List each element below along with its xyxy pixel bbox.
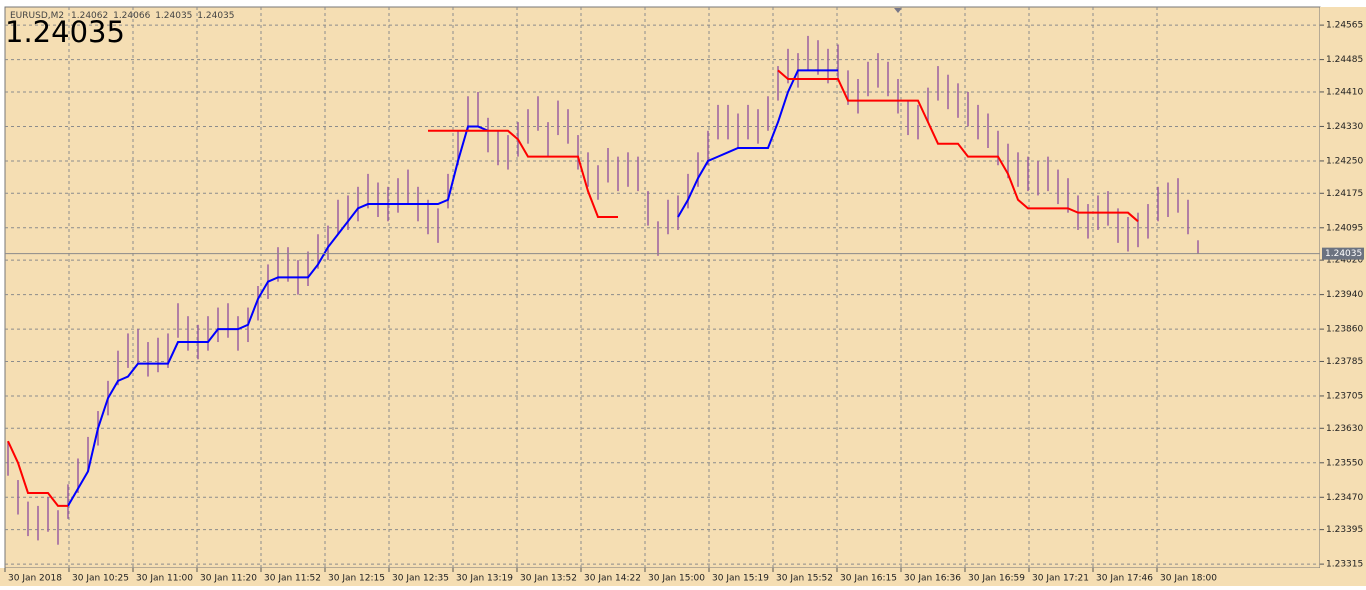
plot-area [4, 6, 1321, 569]
x-tick-label: 30 Jan 15:00 [648, 574, 705, 584]
x-tick-label: 30 Jan 17:46 [1096, 574, 1153, 584]
y-tick-label: 1.23315 [1326, 560, 1363, 570]
symbol: EURUSD,M2 [10, 11, 64, 21]
y-tick-label: 1.24330 [1326, 122, 1363, 132]
y-tick-label: 1.24250 [1326, 156, 1363, 166]
x-tick-label: 30 Jan 13:52 [520, 574, 577, 584]
close: 1.24035 [197, 11, 234, 21]
x-tick-label: 30 Jan 12:35 [392, 574, 449, 584]
x-tick-label: 30 Jan 16:15 [840, 574, 897, 584]
y-tick-label: 1.24410 [1326, 87, 1363, 97]
y-tick-label: 1.24175 [1326, 189, 1363, 199]
x-tick-label: 30 Jan 16:59 [968, 574, 1025, 584]
last-price-label: 1.24035 [1325, 249, 1362, 259]
bars [7, 35, 1199, 545]
price-axis [1320, 7, 1366, 568]
big-price: 1.24035 [5, 15, 125, 49]
step-line [7, 69, 1139, 507]
step-line [67, 69, 838, 507]
low: 1.24035 [155, 11, 192, 21]
x-tick-label: 30 Jan 10:25 [72, 574, 129, 584]
y-tick-label: 1.23470 [1326, 493, 1363, 503]
y-tick-label: 1.24565 [1326, 21, 1363, 31]
y-tick-label: 1.23630 [1326, 424, 1363, 434]
shift-marker [894, 8, 902, 13]
y-tick-label: 1.23550 [1326, 458, 1363, 468]
x-tick-label: 30 Jan 11:20 [200, 574, 257, 584]
x-tick-label: 30 Jan 18:00 [1160, 574, 1217, 584]
open: 1.24062 [71, 11, 108, 21]
y-tick-label: 1.24020 [1326, 256, 1363, 266]
y-tick-label: 1.24095 [1326, 223, 1363, 233]
x-tick-label: 30 Jan 11:00 [136, 574, 193, 584]
lines [7, 69, 1139, 507]
x-tick-label: 30 Jan 15:52 [776, 574, 833, 584]
x-tick-label: 30 Jan 12:15 [328, 574, 385, 584]
chart-header: EURUSD,M2 1.24062 1.24066 1.24035 1.2403… [10, 11, 235, 21]
x-tick-label: 30 Jan 15:19 [712, 574, 769, 584]
x-tick-label: 30 Jan 17:21 [1032, 574, 1089, 584]
y-tick-label: 1.23940 [1326, 290, 1363, 300]
y-tick-label: 1.23860 [1326, 325, 1363, 335]
x-tick-label: 30 Jan 13:19 [456, 574, 513, 584]
high: 1.24066 [113, 11, 150, 21]
x-tick-label: 30 Jan 11:52 [264, 574, 321, 584]
last-price-box [1322, 247, 1364, 260]
time-axis [0, 568, 1366, 586]
x-tick-label: 30 Jan 2018 [8, 574, 62, 584]
x-tick-label: 30 Jan 16:36 [904, 574, 961, 584]
y-tick-label: 1.23785 [1326, 357, 1363, 367]
x-tick-label: 30 Jan 14:22 [584, 574, 641, 584]
y-tick-label: 1.23705 [1326, 391, 1363, 401]
y-tick-label: 1.24485 [1326, 55, 1363, 65]
y-tick-label: 1.23395 [1326, 525, 1363, 535]
